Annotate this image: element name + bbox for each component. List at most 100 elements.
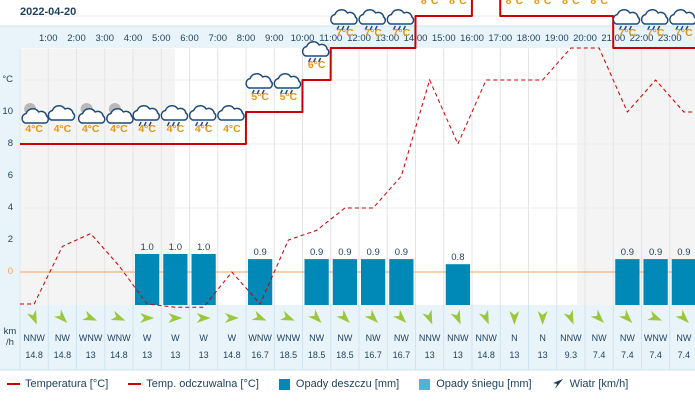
wind-direction-label: NW	[366, 333, 381, 343]
wind-arrow-shape	[308, 309, 322, 323]
rain-drop	[374, 25, 378, 31]
rain-drop	[397, 25, 402, 31]
temp-label: 4°C	[223, 123, 241, 135]
wind-arrow-icon	[422, 309, 433, 325]
hour-label: 10:00	[291, 33, 315, 44]
wind-speed-label: 16.7	[393, 350, 411, 360]
rain-drop	[685, 25, 689, 31]
wind-arrow-icon	[563, 309, 574, 325]
wind-speed-label: 16.7	[364, 350, 382, 360]
wind-direction-label: WNW	[277, 333, 301, 343]
wind-speed-label: 7.4	[649, 350, 662, 360]
wind-arrow-shape	[224, 313, 239, 323]
temp-label: 8°C	[590, 0, 608, 7]
temp-label: 8°C	[562, 0, 580, 7]
rain-drop	[656, 25, 661, 31]
rain-value-label: 1.0	[141, 242, 154, 253]
rain-bar	[445, 264, 470, 305]
temp-label: 4°C	[138, 123, 156, 135]
rain-drop	[346, 25, 350, 31]
hour-label: 16:00	[460, 33, 484, 44]
wind-speed-label: 13	[142, 350, 152, 360]
wind-arrow-icon	[450, 309, 461, 325]
wind-direction-label: NNW	[23, 333, 45, 343]
rain-cloud-icon	[358, 9, 386, 31]
cloud-icon	[217, 105, 245, 121]
rain-drop	[279, 89, 284, 95]
wind-arrow-shape	[478, 309, 489, 325]
rain-drop	[651, 25, 656, 31]
temp-label: 4°C	[54, 123, 72, 135]
wind-direction-label: NW	[337, 333, 352, 343]
rain-value-label: 0.9	[677, 247, 690, 258]
temp-label: 8°C	[506, 0, 524, 7]
legend-feels-like-swatch	[128, 383, 142, 385]
cloud-shape	[245, 73, 273, 89]
rain-drop	[199, 121, 204, 127]
hour-label: 19:00	[545, 33, 569, 44]
rain-drop	[171, 121, 176, 127]
wind-unit-label: km	[4, 326, 17, 337]
wind-direction-label: NNW	[447, 333, 469, 343]
rain-drop	[675, 25, 679, 31]
temp-label: 8°C	[534, 0, 552, 7]
wind-speed-label: 14.8	[54, 350, 72, 360]
wind-arrow-icon	[224, 313, 239, 323]
cloud-shape	[273, 73, 302, 89]
wind-arrow-shape	[279, 310, 295, 321]
wind-arrow-icon	[82, 310, 98, 321]
wind-direction-label: WNW	[248, 333, 272, 343]
wind-speed-label: 7.4	[621, 350, 634, 360]
rain-drop	[336, 25, 340, 31]
wind-arrow-shape	[563, 309, 574, 325]
wind-speed-label: 18.5	[308, 350, 326, 360]
wind-arrow-icon	[53, 309, 68, 323]
rain-drop	[143, 121, 147, 127]
wind-arrow-shape	[251, 310, 267, 321]
rain-bar	[304, 259, 329, 305]
wind-arrow-icon	[509, 311, 520, 325]
cloud-shape	[132, 105, 160, 121]
wind-arrow-shape	[336, 309, 350, 323]
rain-value-label: 1.0	[169, 242, 182, 253]
wind-arrow-icon	[675, 309, 689, 323]
wind-arrow-shape	[618, 309, 633, 323]
rain-drop	[369, 25, 373, 31]
hour-label: 15:00	[432, 33, 456, 44]
hour-label: 20:00	[573, 33, 597, 44]
rain-drop	[194, 121, 199, 127]
rain-value-label: 0.9	[310, 247, 323, 258]
wind-direction-label: N	[511, 333, 518, 343]
night-cloud-icon	[106, 103, 134, 124]
rain-bar	[332, 259, 357, 305]
legend-wind: Wiatr [km/h]	[552, 378, 628, 390]
temp-label: 7°C	[619, 27, 637, 39]
rain-cloud-icon	[612, 9, 641, 31]
wind-arrow-shape	[392, 309, 407, 323]
rain-drop	[680, 25, 684, 31]
hour-header	[20, 26, 695, 48]
cloud-shape	[358, 9, 386, 25]
rain-drop	[176, 121, 181, 127]
wind-arrow-shape	[509, 311, 520, 325]
rain-cloud-icon	[386, 9, 415, 31]
night-cloud-icon	[77, 103, 106, 124]
wind-direction-label: NW	[309, 333, 324, 343]
rain-drop	[289, 89, 294, 95]
rain-drop	[284, 89, 289, 95]
wind-arrow-icon	[364, 309, 379, 323]
temp-label: 7°C	[364, 27, 382, 39]
temp-label: 4°C	[25, 123, 43, 135]
wind-arrow-icon	[279, 310, 295, 321]
wind-arrow-icon	[168, 313, 183, 323]
wind-arrow-icon	[552, 379, 563, 389]
temp-label: 4°C	[167, 123, 185, 135]
hour-label: 13:00	[375, 33, 399, 44]
hour-label: 7:00	[209, 33, 228, 44]
rain-drop	[364, 25, 368, 31]
rain-cloud-icon	[640, 9, 669, 31]
rain-drop	[312, 57, 317, 63]
wind-speed-label: 7.4	[593, 350, 606, 360]
legend-temperature-swatch	[7, 383, 20, 385]
rain-bar	[248, 259, 273, 305]
